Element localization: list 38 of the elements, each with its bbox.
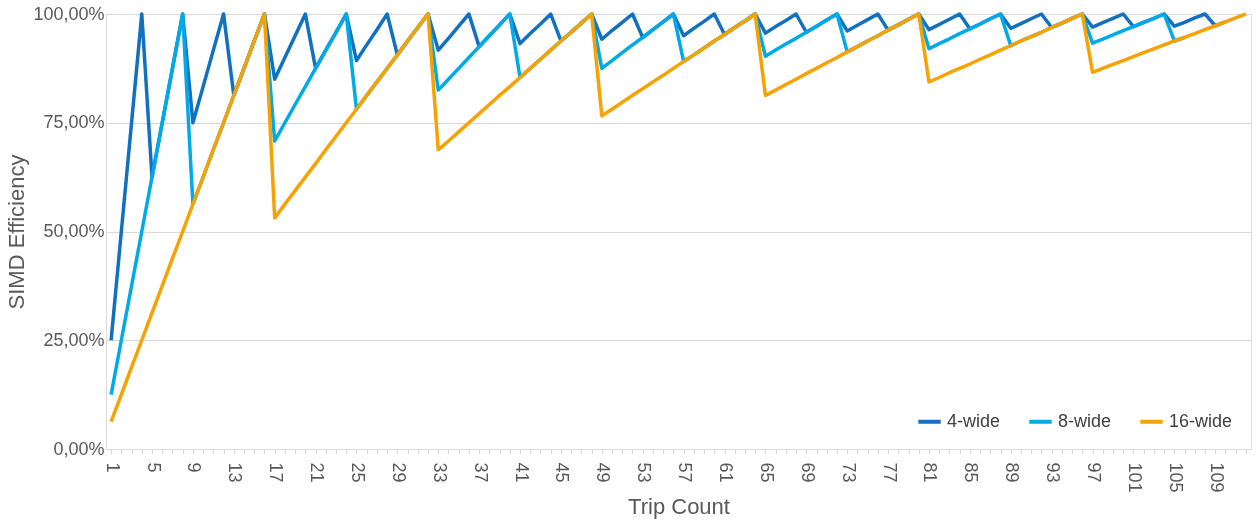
- x-tick-label: 73: [838, 462, 859, 483]
- x-tick-label: 97: [1084, 462, 1105, 483]
- y-tick-label: 75,00%: [43, 112, 105, 133]
- x-axis-title: Trip Count: [628, 493, 730, 519]
- x-tick-label: 37: [470, 462, 491, 483]
- y-tick-label: 0,00%: [53, 438, 105, 459]
- x-tick-label: 61: [716, 462, 736, 483]
- x-tick-label: 45: [552, 462, 573, 483]
- x-tick-label: 85: [961, 462, 982, 483]
- x-tick-label: 1: [102, 462, 123, 473]
- x-tick-label: 41: [511, 462, 532, 483]
- x-tick-label: 65: [756, 462, 777, 483]
- y-tick-label: 50,00%: [43, 221, 105, 241]
- x-tick-label: 29: [388, 462, 409, 483]
- x-tick-label: 13: [225, 462, 246, 483]
- x-tick-label: 21: [307, 462, 328, 483]
- x-tick-label: 89: [1002, 462, 1023, 483]
- x-tick-label: 109: [1206, 462, 1227, 493]
- x-tick-label: 57: [675, 462, 696, 483]
- x-tick-label: 101: [1124, 462, 1145, 493]
- y-axis-title: SIMD Efficiency: [4, 154, 30, 310]
- x-tick-label: 49: [593, 462, 614, 483]
- x-tick-label: 77: [879, 462, 900, 483]
- legend-label: 4-wide: [947, 410, 1001, 431]
- legend-label: 16-wide: [1169, 410, 1233, 431]
- x-tick-label: 105: [1165, 462, 1186, 493]
- x-tick-label: 9: [184, 462, 205, 473]
- x-tick-label: 25: [347, 462, 368, 483]
- y-tick-label: 100,00%: [33, 3, 105, 24]
- x-tick-label: 33: [429, 462, 450, 483]
- legend-label: 8-wide: [1058, 410, 1112, 431]
- x-tick-label: 81: [920, 462, 941, 483]
- x-tick-label: 69: [797, 462, 818, 483]
- y-tick-label: 25,00%: [43, 329, 105, 350]
- x-tick-label: 17: [266, 462, 287, 483]
- x-tick-label: 53: [634, 462, 655, 483]
- x-tick-label: 5: [143, 462, 164, 473]
- x-tick-label: 93: [1043, 462, 1064, 483]
